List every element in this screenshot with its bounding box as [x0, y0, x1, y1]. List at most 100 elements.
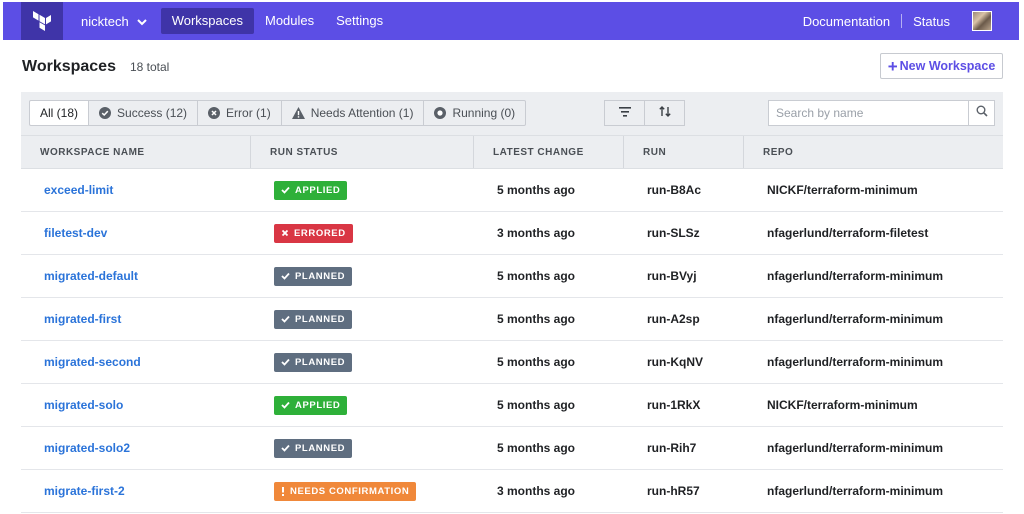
nav-modules[interactable]: Modules: [265, 13, 315, 28]
workspace-name-link[interactable]: filetest-dev: [44, 226, 108, 240]
column-header[interactable]: RUN: [624, 136, 744, 168]
repo-name: NICKF/terraform-minimum: [767, 398, 918, 412]
table-row[interactable]: migrated-first PLANNED 5 months ago run-…: [21, 298, 1003, 341]
workspace-name-link[interactable]: migrated-default: [44, 269, 139, 283]
latest-change: 3 months ago: [497, 484, 576, 498]
page-title: Workspaces: [22, 58, 116, 75]
table-row[interactable]: migrated-default PLANNED 5 months ago ru…: [21, 255, 1003, 298]
filter-tab-label: Success (12): [117, 106, 188, 120]
repo-name: nfagerlund/terraform-filetest: [767, 226, 929, 240]
org-name: nicktech: [81, 13, 129, 29]
nav-workspaces[interactable]: Workspaces: [160, 8, 254, 34]
latest-change: 5 months ago: [497, 398, 576, 412]
status-icon: [281, 444, 290, 452]
repo-name: nfagerlund/terraform-minimum: [767, 269, 944, 283]
column-header[interactable]: WORKSPACE NAME: [21, 136, 251, 168]
repo-name: nfagerlund/terraform-minimum: [767, 355, 944, 369]
workspace-name-link[interactable]: migrated-first: [44, 312, 122, 326]
status-label: APPLIED: [295, 399, 341, 411]
sort-arrows-icon: [658, 104, 671, 122]
status-icon: [281, 486, 285, 496]
repo-name: nfagerlund/terraform-minimum: [767, 484, 944, 498]
status-label: PLANNED: [295, 356, 346, 368]
run-id: run-BVyj: [647, 269, 697, 283]
workspace-name-link[interactable]: migrated-solo: [44, 398, 124, 412]
column-header[interactable]: LATEST CHANGE: [474, 136, 624, 168]
new-workspace-button[interactable]: + New Workspace: [880, 53, 1003, 79]
status-icon: [281, 401, 290, 409]
workspace-name-link[interactable]: migrated-solo2: [44, 441, 131, 455]
nav-divider: [901, 14, 903, 28]
chevron-down-icon: [136, 14, 147, 29]
table-row[interactable]: filetest-dev ERRORED 3 months ago run-SL…: [21, 212, 1003, 255]
column-header[interactable]: REPO: [763, 146, 794, 158]
status-icon: [281, 358, 290, 366]
filter-tab-error[interactable]: Error (1): [197, 100, 282, 126]
nav-documentation[interactable]: Documentation: [802, 13, 891, 29]
status-badge: ERRORED: [274, 223, 353, 243]
table-row[interactable]: migrated-second PLANNED 5 months ago run…: [21, 341, 1003, 384]
filter-tab-label: Running (0): [452, 106, 516, 120]
status-badge: APPLIED: [274, 180, 348, 200]
terraform-logo[interactable]: [21, 2, 63, 40]
run-id: run-SLSz: [647, 226, 700, 240]
status-label: PLANNED: [295, 442, 346, 454]
filter-bar: All (18) Success (12) Error (1) Needs At…: [21, 92, 1003, 135]
filter-tab-all[interactable]: All (18): [29, 100, 90, 126]
nav-status[interactable]: Status: [913, 13, 950, 29]
status-icon: [281, 229, 289, 237]
repo-name: nfagerlund/terraform-minimum: [767, 312, 944, 326]
search-input[interactable]: [769, 101, 968, 125]
run-id: run-A2sp: [647, 312, 700, 326]
workspace-table-body: exceed-limit APPLIED 5 months ago run-B8…: [21, 169, 1003, 513]
workspace-count: 18 total: [129, 60, 170, 74]
status-icon: [281, 186, 290, 194]
run-id: run-B8Ac: [647, 183, 702, 197]
status-icon: [281, 272, 290, 280]
filter-list-button[interactable]: [604, 100, 645, 126]
status-label: NEEDS CONFIRMATION: [290, 485, 410, 497]
column-header[interactable]: RUN STATUS: [251, 136, 474, 168]
status-label: ERRORED: [294, 227, 346, 239]
status-badge: PLANNED: [274, 438, 353, 458]
table-row[interactable]: exceed-limit APPLIED 5 months ago run-B8…: [21, 169, 1003, 212]
plus-icon: +: [887, 56, 898, 76]
search-icon: [976, 104, 988, 122]
status-badge: PLANNED: [274, 266, 353, 286]
workspace-name-link[interactable]: exceed-limit: [44, 183, 114, 197]
new-workspace-label: New Workspace: [899, 59, 996, 73]
status-icon: [281, 315, 290, 323]
filter-tab-running[interactable]: Running (0): [423, 100, 527, 126]
filter-tab-needs-attention[interactable]: Needs Attention (1): [280, 100, 425, 126]
latest-change: 5 months ago: [497, 312, 576, 326]
check-circle-icon: [99, 107, 112, 119]
status-badge: PLANNED: [274, 309, 353, 329]
latest-change: 5 months ago: [497, 183, 576, 197]
user-avatar[interactable]: [972, 11, 992, 31]
table-row[interactable]: migrate-first-2 NEEDS CONFIRMATION 3 mon…: [21, 470, 1003, 513]
x-circle-icon: [208, 107, 221, 119]
workspace-name-link[interactable]: migrate-first-2: [44, 484, 125, 498]
status-badge: APPLIED: [274, 395, 348, 415]
filter-tab-label: All (18): [40, 106, 79, 120]
latest-change: 5 months ago: [497, 355, 576, 369]
org-switcher[interactable]: nicktech: [81, 14, 147, 29]
status-label: PLANNED: [295, 270, 346, 282]
warning-icon: [291, 107, 305, 119]
table-row[interactable]: migrated-solo APPLIED 5 months ago run-1…: [21, 384, 1003, 427]
table-row[interactable]: migrated-solo2 PLANNED 5 months ago run-…: [21, 427, 1003, 470]
status-badge: PLANNED: [274, 352, 353, 372]
sort-button[interactable]: [644, 100, 685, 126]
table-header: WORKSPACE NAME RUN STATUS LATEST CHANGE …: [21, 135, 1003, 169]
filter-tab-label: Error (1): [226, 106, 271, 120]
search-button[interactable]: [968, 101, 994, 125]
filter-tab-label: Needs Attention (1): [310, 106, 414, 120]
status-badge: NEEDS CONFIRMATION: [274, 481, 417, 501]
filter-tab-success[interactable]: Success (12): [88, 100, 199, 126]
workspace-name-link[interactable]: migrated-second: [44, 355, 141, 369]
latest-change: 5 months ago: [497, 441, 576, 455]
top-nav: nicktech Workspaces Modules Settings Doc…: [3, 2, 1019, 40]
search-box: [768, 100, 995, 126]
run-id: run-hR57: [647, 484, 700, 498]
nav-settings[interactable]: Settings: [336, 13, 384, 28]
